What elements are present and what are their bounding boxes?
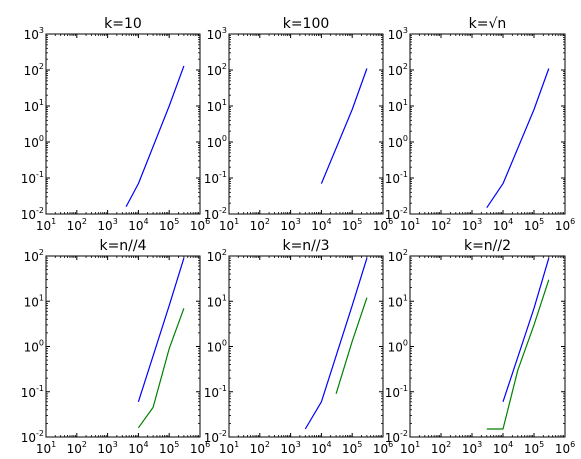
axes-frame xyxy=(409,255,566,438)
x-tick-label: 102 xyxy=(431,440,451,456)
y-tick-label: 10-1 xyxy=(21,384,44,400)
panel-title: k=10 xyxy=(104,16,142,32)
panel-title: k=n//3 xyxy=(282,238,329,254)
x-tick-label: 106 xyxy=(373,217,393,233)
axes-frame xyxy=(228,33,384,215)
series-line-1 xyxy=(137,257,185,402)
y-tick-label: 10-2 xyxy=(204,206,227,222)
y-tick-label: 100 xyxy=(388,339,408,355)
x-tick-label: 104 xyxy=(128,440,148,456)
x-tick-label: 101 xyxy=(219,440,239,456)
x-tick-label: 105 xyxy=(159,440,179,456)
series-line-2 xyxy=(137,308,185,429)
y-tick-label: 100 xyxy=(207,339,227,355)
y-tick-label: 101 xyxy=(207,98,227,114)
x-tick-label: 102 xyxy=(250,217,270,233)
y-tick-label: 103 xyxy=(207,26,227,42)
series-line-1 xyxy=(125,65,185,207)
x-tick-label: 101 xyxy=(36,217,56,233)
panel-3: 101 102 103 104 105 106 10-2 10-1 100 101 102 103 k=… xyxy=(385,16,575,233)
panel-2: 101 102 103 104 105 106 10-2 10-1 100 101 102 103 k=… xyxy=(204,16,393,233)
panel-1: 101 102 103 104 105 106 10-2 10-1 100 101 102 103 k=… xyxy=(21,16,210,233)
axes-frame xyxy=(45,255,201,438)
panel-title: k=n//4 xyxy=(99,238,146,254)
y-tick-label: 10-2 xyxy=(21,429,44,445)
x-tick-label: 103 xyxy=(97,217,117,233)
x-tick-label: 103 xyxy=(462,440,482,456)
y-tick-label: 102 xyxy=(388,248,408,264)
y-tick-label: 10-1 xyxy=(21,170,44,186)
x-tick-label: 101 xyxy=(400,217,420,233)
x-tick-label: 102 xyxy=(67,217,87,233)
y-tick-label: 10-1 xyxy=(204,170,227,186)
series-line-1 xyxy=(320,68,368,184)
y-tick-label: 10-2 xyxy=(21,206,44,222)
panel-4: 101 102 103 104 105 106 10-2 10-1 100 101 102 k=n//… xyxy=(21,238,210,456)
x-tick-label: 105 xyxy=(159,217,179,233)
x-tick-label: 106 xyxy=(555,440,575,456)
y-tick-label: 100 xyxy=(207,134,227,150)
x-tick-label: 102 xyxy=(67,440,87,456)
x-tick-label: 101 xyxy=(36,440,56,456)
y-tick-label: 100 xyxy=(388,134,408,150)
y-tick-label: 10-2 xyxy=(385,206,408,222)
x-tick-label: 105 xyxy=(342,440,362,456)
axes-frame xyxy=(409,33,566,215)
series-line-1 xyxy=(486,68,550,209)
y-tick-label: 103 xyxy=(388,26,408,42)
panel-6: 101 102 103 104 105 106 10-2 10-1 100 101 102 k=n//… xyxy=(385,238,575,456)
x-tick-label: 101 xyxy=(400,440,420,456)
x-tick-label: 104 xyxy=(493,217,513,233)
series-line-2 xyxy=(486,279,550,430)
y-tick-label: 10-2 xyxy=(385,429,408,445)
x-tick-label: 103 xyxy=(280,440,300,456)
panel-title: k=n//2 xyxy=(464,238,511,254)
x-tick-label: 106 xyxy=(190,217,210,233)
y-tick-label: 10-1 xyxy=(204,384,227,400)
x-tick-label: 102 xyxy=(431,217,451,233)
y-tick-label: 100 xyxy=(24,339,44,355)
y-tick-label: 102 xyxy=(207,248,227,264)
y-tick-label: 100 xyxy=(24,134,44,150)
panel-title: k=100 xyxy=(283,16,330,32)
y-tick-label: 101 xyxy=(24,98,44,114)
x-tick-label: 101 xyxy=(219,217,239,233)
x-tick-label: 103 xyxy=(97,440,117,456)
axes-frame xyxy=(45,33,201,215)
y-tick-label: 10-1 xyxy=(385,384,408,400)
axes-frame xyxy=(228,255,384,438)
panel-5: 101 102 103 104 105 106 10-2 10-1 100 101 102 k=n//… xyxy=(204,238,393,456)
x-tick-label: 104 xyxy=(311,440,331,456)
y-tick-label: 102 xyxy=(388,62,408,78)
series-line-1 xyxy=(502,257,550,402)
x-tick-label: 103 xyxy=(462,217,482,233)
x-tick-label: 102 xyxy=(250,440,270,456)
y-tick-label: 101 xyxy=(207,293,227,309)
x-tick-label: 104 xyxy=(311,217,331,233)
y-tick-label: 103 xyxy=(24,26,44,42)
y-tick-label: 10-1 xyxy=(385,170,408,186)
x-tick-label: 106 xyxy=(555,217,575,233)
x-tick-label: 105 xyxy=(524,440,544,456)
y-tick-label: 101 xyxy=(24,293,44,309)
x-tick-label: 104 xyxy=(493,440,513,456)
x-tick-label: 106 xyxy=(373,440,393,456)
y-tick-label: 101 xyxy=(388,98,408,114)
y-tick-label: 102 xyxy=(24,62,44,78)
series-line-1 xyxy=(304,257,368,430)
y-tick-label: 102 xyxy=(207,62,227,78)
y-tick-label: 102 xyxy=(24,248,44,264)
panel-title: k=√n xyxy=(469,16,507,32)
x-tick-label: 103 xyxy=(280,217,300,233)
y-tick-label: 10-2 xyxy=(204,429,227,445)
x-tick-label: 105 xyxy=(524,217,544,233)
x-tick-label: 105 xyxy=(342,217,362,233)
y-tick-label: 101 xyxy=(388,293,408,309)
x-tick-label: 106 xyxy=(190,440,210,456)
x-tick-label: 104 xyxy=(128,217,148,233)
series-line-2 xyxy=(335,297,368,394)
